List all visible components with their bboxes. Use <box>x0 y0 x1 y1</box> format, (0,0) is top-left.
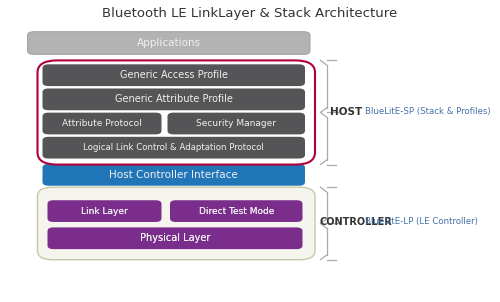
Text: Logical Link Control & Adaptation Protocol: Logical Link Control & Adaptation Protoc… <box>84 143 264 152</box>
Text: BlueLitE-LP (LE Controller): BlueLitE-LP (LE Controller) <box>365 217 478 226</box>
FancyBboxPatch shape <box>48 200 162 222</box>
Text: Security Manager: Security Manager <box>196 119 276 128</box>
FancyBboxPatch shape <box>28 32 310 54</box>
FancyBboxPatch shape <box>48 227 302 249</box>
FancyBboxPatch shape <box>42 164 305 186</box>
Text: Direct Test Mode: Direct Test Mode <box>198 207 274 216</box>
Text: Link Layer: Link Layer <box>81 207 128 216</box>
Text: HOST: HOST <box>330 107 362 117</box>
FancyBboxPatch shape <box>48 200 162 222</box>
Text: Physical Layer: Physical Layer <box>140 233 210 243</box>
Text: Link Layer: Link Layer <box>81 207 128 216</box>
Text: CONTROLLER: CONTROLLER <box>319 217 392 227</box>
Text: Bluetooth LE LinkLayer & Stack Architecture: Bluetooth LE LinkLayer & Stack Architect… <box>102 7 398 20</box>
FancyBboxPatch shape <box>170 200 302 222</box>
Text: Generic Access Profile: Generic Access Profile <box>120 70 228 80</box>
FancyBboxPatch shape <box>168 113 305 134</box>
FancyBboxPatch shape <box>170 200 302 222</box>
Text: Direct Test Mode: Direct Test Mode <box>198 207 274 216</box>
Text: Generic Attribute Profile: Generic Attribute Profile <box>115 94 232 104</box>
FancyBboxPatch shape <box>48 227 302 249</box>
FancyBboxPatch shape <box>42 64 305 86</box>
Text: Applications: Applications <box>136 38 201 48</box>
Text: Attribute Protocol: Attribute Protocol <box>62 119 142 128</box>
FancyBboxPatch shape <box>42 113 162 134</box>
FancyBboxPatch shape <box>38 187 315 260</box>
Text: BlueLitE-SP (Stack & Profiles): BlueLitE-SP (Stack & Profiles) <box>365 107 490 116</box>
FancyBboxPatch shape <box>42 88 305 110</box>
Text: Host Controller Interface: Host Controller Interface <box>110 170 238 180</box>
FancyBboxPatch shape <box>42 137 305 159</box>
Text: Physical Layer: Physical Layer <box>140 233 210 243</box>
